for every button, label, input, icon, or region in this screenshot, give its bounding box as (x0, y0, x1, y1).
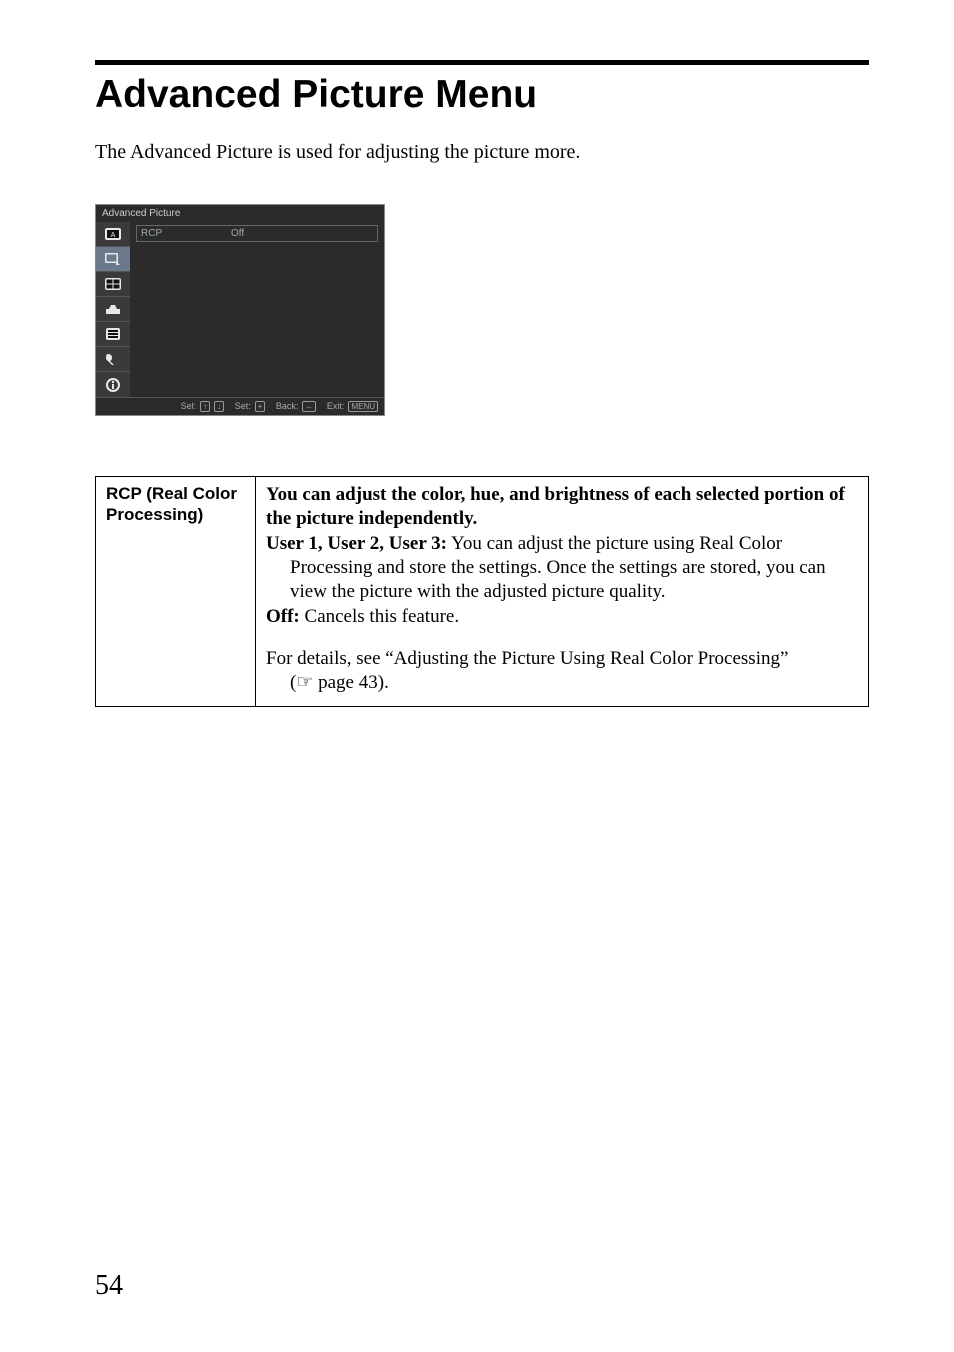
footer-set: Set:+ (231, 401, 266, 411)
menu-tab-information-icon[interactable] (96, 372, 130, 397)
spec-details-line2: (☞ page 43). (266, 671, 858, 695)
footer-exit: Exit:MENU (323, 401, 378, 411)
menu-icon-column: A (96, 222, 130, 397)
intro-text: The Advanced Picture is used for adjusti… (95, 141, 869, 164)
menu-tab-installation-icon[interactable] (96, 347, 130, 372)
page-title: Advanced Picture Menu (95, 73, 869, 117)
menu-row-label: RCP (141, 228, 231, 239)
spec-table: RCP (Real Color Processing) You can adju… (95, 476, 869, 707)
menu-content: RCP Off (130, 222, 384, 397)
spec-right-cell: You can adjust the color, hue, and brigh… (256, 477, 869, 707)
menu-screenshot: Advanced Picture A (95, 204, 385, 416)
spec-user-rest: You can adjust the picture using Real Co… (447, 533, 782, 554)
menu-tab-advanced-picture-icon[interactable] (96, 247, 130, 272)
svg-text:A: A (111, 232, 116, 239)
spec-off-rest: Cancels this feature. (300, 606, 459, 627)
spec-user-label: User 1, User 2, User 3: (266, 533, 447, 554)
menu-row-rcp[interactable]: RCP Off (136, 225, 378, 242)
spacer (266, 629, 858, 647)
menu-tab-screen-icon[interactable] (96, 272, 130, 297)
footer-sel: Sel:↑↓ (177, 401, 225, 411)
menu-title: Advanced Picture (96, 205, 384, 222)
footer-back: Back:← (272, 401, 317, 411)
pointer-icon: ☞ (296, 672, 313, 693)
spec-user-line2: Processing and store the settings. Once … (266, 556, 858, 580)
section-rule (95, 60, 869, 65)
menu-tab-function-icon[interactable] (96, 322, 130, 347)
menu-tab-picture-icon[interactable]: A (96, 222, 130, 247)
menu-tab-setup-icon[interactable] (96, 297, 130, 322)
spec-left-cell: RCP (Real Color Processing) (96, 477, 256, 707)
spec-off-label: Off: (266, 606, 300, 627)
page-number: 54 (95, 1270, 123, 1302)
spec-details-line1: For details, see “Adjusting the Picture … (266, 647, 858, 671)
spec-lead: You can adjust the color, hue, and brigh… (266, 484, 845, 529)
menu-footer: Sel:↑↓ Set:+ Back:← Exit:MENU (96, 397, 384, 415)
spec-user-line3: view the picture with the adjusted pictu… (266, 580, 858, 604)
menu-row-value: Off (231, 228, 373, 239)
menu-body: A RCP Off (96, 222, 384, 397)
